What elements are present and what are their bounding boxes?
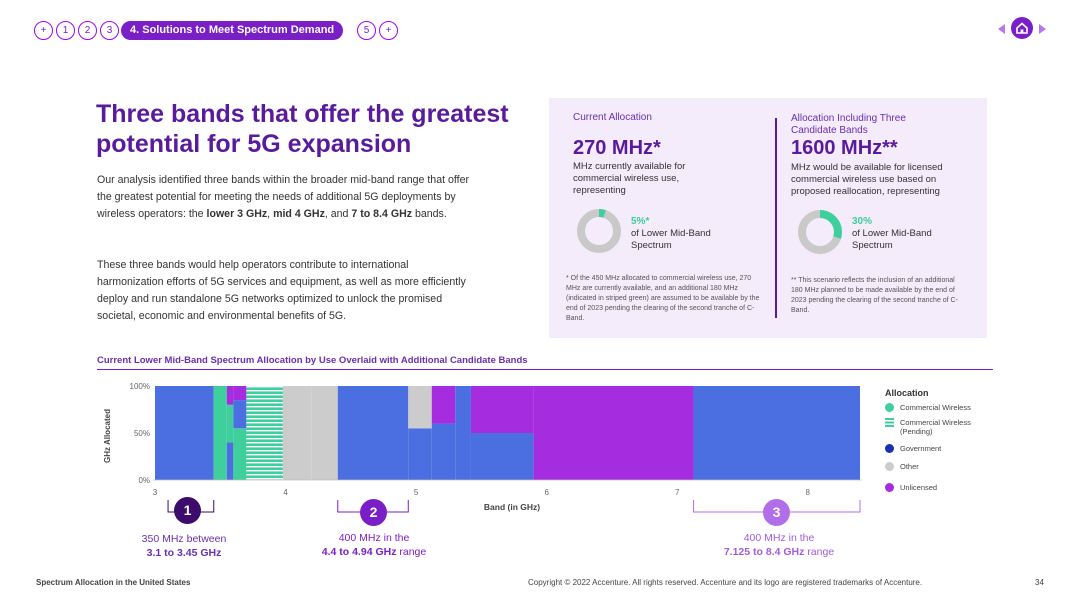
segment-0-government	[155, 386, 214, 480]
segment-6-other	[311, 386, 338, 480]
segment-2-commercial-wireless	[226, 404, 234, 443]
current-footnote: * Of the 450 MHz allocated to commercial…	[566, 275, 760, 322]
y-tick-2: 0%	[138, 476, 150, 485]
body-paragraph: These three bands would help operators c…	[97, 259, 466, 322]
candidate-donut-slice	[798, 210, 842, 254]
current-percent-block: 5%* of Lower Mid-Band Spectrum	[631, 216, 741, 252]
commercial-wireless-swatch	[885, 403, 894, 412]
nav-section-3[interactable]: 3	[100, 21, 119, 40]
x-tick-0: 3	[153, 488, 158, 497]
segment-11-government	[470, 433, 534, 480]
current-allocation-desc: MHz currently available for commercial w…	[573, 161, 686, 196]
intro-paragraph: Our analysis identified three bands with…	[97, 174, 469, 220]
government-swatch	[885, 444, 894, 453]
segment-5-other	[282, 386, 312, 480]
segment-7-government	[337, 386, 409, 480]
callout-badge-3: 3	[763, 499, 790, 526]
nav-section-2[interactable]: 2	[78, 21, 97, 40]
legend-other: Other	[885, 462, 919, 471]
segment-9-unlicensed	[431, 386, 456, 424]
panel-divider	[775, 118, 777, 318]
candidate-allocation-desc: MHz would be available for licensed comm…	[791, 162, 943, 197]
x-tick-labels: 3 4 5 6 7 8	[153, 488, 811, 497]
segment-13-government	[693, 386, 860, 480]
segment-10-government	[455, 386, 471, 480]
callout-badge-1: 1	[174, 497, 201, 524]
other-swatch	[885, 462, 894, 471]
page-number: 34	[1035, 578, 1044, 587]
legend-commercial-wireless: Commercial Wireless	[885, 403, 971, 412]
segment-3-government	[233, 400, 247, 429]
next-page-icon[interactable]	[1039, 24, 1046, 34]
nav-more-button[interactable]: +	[379, 21, 398, 40]
segment-3-unlicensed	[233, 386, 247, 401]
x-axis-label: Band (in GHz)	[484, 502, 540, 512]
segment-3-commercial-wireless	[233, 428, 247, 480]
callout-caption-2: 400 MHz in the 4.4 to 4.94 GHz range	[321, 532, 427, 558]
candidate-allocation-value: 1600 MHz**	[791, 137, 898, 159]
segment-2-government	[226, 442, 234, 480]
x-tick-4: 7	[675, 488, 680, 497]
current-allocation-value: 270 MHz*	[573, 137, 661, 159]
segment-8-government	[408, 428, 432, 480]
nav-add-button[interactable]: +	[34, 21, 53, 40]
candidate-donut-chart	[798, 210, 842, 254]
home-button[interactable]	[1011, 17, 1033, 39]
chart-title-rule	[97, 369, 993, 370]
legend-unlicensed: Unlicensed	[885, 483, 937, 492]
legend-commercial-pending: Commercial Wireless (Pending)	[885, 418, 995, 436]
segment-4-commercial-wireless-pending-	[246, 386, 283, 480]
commercial-pending-swatch	[885, 418, 894, 427]
nav-section-5[interactable]: 5	[357, 21, 376, 40]
segment-11-unlicensed	[470, 386, 534, 433]
x-tick-1: 4	[283, 488, 288, 497]
current-donut-slice	[577, 209, 621, 253]
callout-caption-3: 400 MHz in the 7.125 to 8.4 GHz range	[723, 532, 835, 558]
legend-title: Allocation	[885, 388, 929, 398]
segment-8-other	[408, 386, 432, 429]
unlicensed-swatch	[885, 483, 894, 492]
candidate-percent-desc: of Lower Mid-Band Spectrum	[852, 228, 932, 251]
callout-badge-2: 2	[360, 499, 387, 526]
callout-caption-1: 350 MHz between 3.1 to 3.45 GHz	[141, 533, 227, 559]
candidate-allocation-label: Allocation Including Three Candidate Ban…	[791, 113, 906, 136]
y-tick-1: 50%	[134, 429, 150, 438]
footer-section-title: Spectrum Allocation in the United States	[36, 578, 191, 587]
y-tick-labels: 100% 50% 0%	[130, 382, 150, 485]
prev-page-icon[interactable]	[998, 24, 1005, 34]
candidate-percent-block: 30% of Lower Mid-Band Spectrum	[852, 216, 962, 252]
allocation-segments	[155, 386, 860, 480]
x-tick-3: 6	[544, 488, 549, 497]
current-percent: 5%*	[631, 216, 650, 227]
nav-section-1[interactable]: 1	[56, 21, 75, 40]
y-axis-label: GHz Allocated	[103, 409, 112, 463]
footer-copyright: Copyright © 2022 Accenture. All rights r…	[528, 578, 923, 587]
current-allocation-label: Current Allocation	[573, 112, 652, 123]
x-tick-2: 5	[414, 488, 419, 497]
segment-12-unlicensed	[533, 386, 694, 480]
y-tick-0: 100%	[130, 382, 150, 391]
segment-1-commercial-wireless	[213, 386, 227, 480]
page-title: Three bands that offer the greatest pote…	[96, 100, 509, 158]
current-donut-chart	[577, 209, 621, 253]
allocation-panel	[549, 98, 987, 338]
nav-section-4-active[interactable]: 4. Solutions to Meet Spectrum Demand	[121, 21, 344, 40]
legend-government: Government	[885, 444, 941, 453]
home-icon	[1016, 22, 1028, 34]
segment-2-unlicensed	[226, 386, 234, 405]
chart-title: Current Lower Mid-Band Spectrum Allocati…	[97, 355, 528, 366]
candidate-percent: 30%	[852, 216, 873, 227]
current-percent-desc: of Lower Mid-Band Spectrum	[631, 228, 711, 251]
candidate-footnote: ** This scenario reflects the inclusion …	[791, 277, 958, 314]
x-tick-5: 8	[806, 488, 811, 497]
segment-9-government	[431, 423, 456, 480]
